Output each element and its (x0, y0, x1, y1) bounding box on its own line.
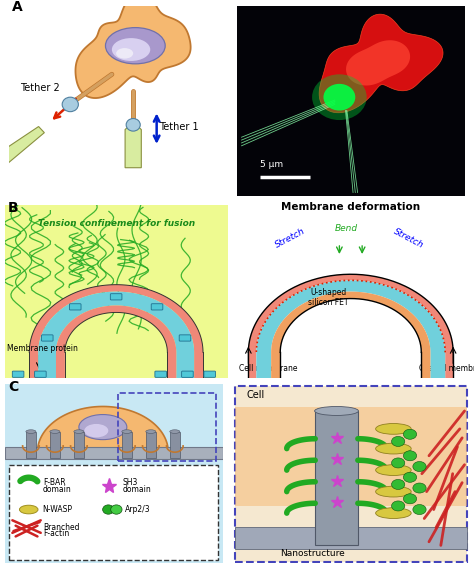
Polygon shape (319, 14, 443, 113)
Ellipse shape (116, 48, 133, 59)
FancyBboxPatch shape (12, 371, 24, 377)
Ellipse shape (79, 415, 127, 440)
Polygon shape (248, 274, 453, 378)
Ellipse shape (315, 406, 358, 415)
Text: Arp2/3: Arp2/3 (125, 505, 150, 514)
Text: C: C (8, 380, 18, 394)
Text: 5 μm: 5 μm (260, 160, 283, 168)
Bar (118, 393, 216, 461)
FancyBboxPatch shape (35, 371, 46, 377)
Text: Stretch: Stretch (273, 227, 307, 250)
Polygon shape (271, 292, 430, 378)
Circle shape (403, 494, 417, 504)
Text: Bend: Bend (335, 224, 358, 233)
Text: domain: domain (122, 485, 151, 494)
FancyBboxPatch shape (42, 335, 53, 341)
Text: Membrane deformation: Membrane deformation (281, 202, 420, 212)
Ellipse shape (19, 505, 38, 514)
Bar (26, 431, 36, 459)
Polygon shape (38, 292, 194, 378)
Circle shape (403, 451, 417, 461)
FancyBboxPatch shape (204, 371, 216, 377)
Circle shape (413, 483, 426, 493)
Text: Tether 1: Tether 1 (159, 122, 199, 131)
Bar (315, 411, 358, 545)
Circle shape (103, 505, 114, 514)
Bar (235, 527, 467, 549)
Circle shape (413, 505, 426, 514)
Polygon shape (256, 281, 445, 378)
Text: Cell: Cell (246, 390, 265, 401)
Text: Coated membrane: Coated membrane (419, 364, 474, 373)
Bar (74, 431, 84, 459)
Text: F-BAR: F-BAR (43, 478, 65, 487)
FancyBboxPatch shape (179, 335, 191, 341)
Polygon shape (75, 0, 191, 98)
Text: Stretch: Stretch (392, 227, 425, 250)
Ellipse shape (375, 465, 411, 476)
FancyBboxPatch shape (110, 294, 122, 300)
Circle shape (111, 505, 122, 514)
Bar (235, 407, 467, 506)
Ellipse shape (170, 430, 180, 434)
Bar (170, 431, 180, 459)
Polygon shape (56, 306, 176, 378)
Text: Tension confinement for fusion: Tension confinement for fusion (38, 218, 195, 228)
Circle shape (403, 429, 417, 439)
Text: SH3: SH3 (122, 478, 138, 487)
Polygon shape (0, 126, 45, 166)
Text: B: B (8, 201, 18, 215)
Polygon shape (125, 125, 141, 168)
Circle shape (392, 501, 405, 511)
Ellipse shape (106, 28, 165, 64)
Polygon shape (346, 40, 410, 85)
Ellipse shape (50, 430, 60, 434)
Polygon shape (29, 284, 203, 378)
Circle shape (403, 472, 417, 483)
Bar (146, 431, 155, 459)
Ellipse shape (375, 423, 411, 434)
Text: Cell membrane: Cell membrane (239, 364, 298, 373)
Circle shape (413, 461, 426, 472)
Circle shape (392, 480, 405, 489)
Ellipse shape (375, 508, 411, 518)
Text: U-shaped
silicon FET: U-shaped silicon FET (308, 288, 348, 307)
Ellipse shape (146, 430, 156, 434)
Bar (5, 447, 223, 459)
Circle shape (392, 458, 405, 468)
Ellipse shape (26, 430, 36, 434)
Circle shape (312, 75, 367, 120)
Text: Membrane protein: Membrane protein (7, 344, 78, 353)
FancyBboxPatch shape (182, 371, 193, 377)
Circle shape (62, 97, 78, 112)
Circle shape (392, 436, 405, 447)
Polygon shape (37, 406, 168, 452)
FancyBboxPatch shape (70, 304, 81, 310)
Bar (9, 465, 219, 560)
Text: F-actin: F-actin (43, 529, 69, 538)
Circle shape (126, 118, 140, 131)
Ellipse shape (84, 424, 108, 438)
Circle shape (323, 84, 356, 110)
Ellipse shape (74, 430, 84, 434)
Text: domain: domain (43, 485, 72, 494)
Text: Branched: Branched (43, 523, 80, 532)
Text: Tether 2: Tether 2 (20, 84, 60, 93)
Bar (50, 431, 60, 459)
Ellipse shape (112, 38, 150, 61)
Text: N-WASP: N-WASP (42, 505, 72, 514)
FancyBboxPatch shape (151, 304, 163, 310)
Ellipse shape (375, 443, 411, 454)
Ellipse shape (122, 430, 132, 434)
Ellipse shape (375, 486, 411, 497)
Bar (122, 431, 132, 459)
Text: A: A (11, 1, 22, 14)
Text: Nanostructure: Nanostructure (280, 549, 345, 558)
FancyBboxPatch shape (155, 371, 166, 377)
